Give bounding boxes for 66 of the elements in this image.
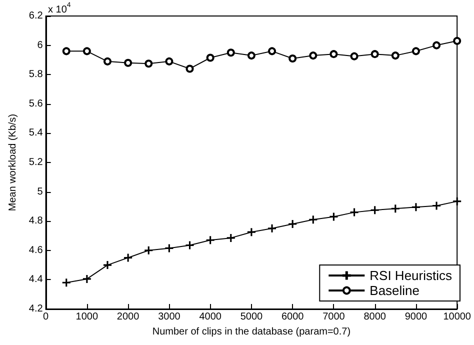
- point: [370, 50, 379, 58]
- y-tick-label: 6: [37, 40, 44, 51]
- point: [350, 52, 358, 60]
- x-tick-label: 1000: [76, 312, 98, 322]
- point: [412, 47, 420, 56]
- x-tick-label: 5000: [240, 312, 264, 322]
- point: [432, 202, 441, 210]
- legend-label: RSI Heuristics: [370, 268, 452, 283]
- point: [165, 244, 174, 252]
- point: [453, 36, 462, 45]
- y-tick-label: 4.2: [28, 304, 44, 314]
- point: [247, 228, 256, 236]
- point: [186, 241, 194, 250]
- point: [226, 48, 235, 57]
- point: [391, 52, 400, 60]
- y-tick-label: 6.2: [28, 10, 44, 22]
- point: [309, 216, 318, 224]
- point: [62, 278, 70, 287]
- point: [62, 47, 70, 56]
- x-tick-label: 7000: [322, 312, 346, 322]
- point: [103, 261, 112, 270]
- point: [82, 274, 91, 283]
- point: [288, 220, 297, 228]
- point: [370, 206, 379, 214]
- point: [453, 197, 462, 206]
- point: [186, 64, 194, 73]
- point: [144, 60, 153, 68]
- x-tick-label: 9000: [404, 312, 428, 322]
- point: [124, 254, 132, 262]
- point: [206, 54, 214, 62]
- x-tick-label: 8000: [364, 312, 386, 322]
- y-axis-title: Mean workload (Kb/s): [8, 114, 18, 212]
- point: [350, 208, 358, 216]
- y-tick-label: 5.8: [28, 69, 44, 80]
- x-axis-title: Number of clips in the database (param=0.7): [152, 326, 351, 338]
- x-tick-label: 3000: [158, 312, 181, 322]
- y-tick-label: 4.4: [28, 274, 44, 286]
- point: [330, 50, 338, 58]
- y-tick-label: 5.4: [28, 128, 44, 139]
- point: [165, 57, 174, 66]
- point: [124, 58, 132, 67]
- point: [309, 52, 318, 60]
- x-tick-label: 0: [43, 312, 50, 322]
- point: [330, 212, 338, 221]
- y-tick-label: 5.6: [28, 98, 44, 110]
- point: [391, 204, 400, 213]
- point: [247, 52, 256, 60]
- point: [82, 47, 91, 56]
- legend-label: Baseline: [370, 283, 420, 298]
- x-tick-label: 4000: [199, 312, 222, 322]
- x-tick-label: 2000: [116, 312, 140, 322]
- point: [226, 234, 235, 242]
- point: [268, 47, 276, 56]
- point: [432, 41, 441, 50]
- y-tick-label: 4.8: [28, 216, 44, 227]
- y-tick-label: 4.6: [28, 244, 44, 256]
- point: [288, 54, 297, 62]
- y-tick-label: 5.2: [28, 157, 44, 168]
- x-tick-label: 10000: [443, 312, 472, 322]
- point: [268, 224, 276, 232]
- point: [144, 246, 153, 254]
- point: [104, 57, 112, 66]
- y-tick-label: 5: [37, 186, 44, 198]
- x-tick-label: 6000: [281, 312, 304, 322]
- point: [206, 236, 214, 244]
- point: [412, 203, 420, 212]
